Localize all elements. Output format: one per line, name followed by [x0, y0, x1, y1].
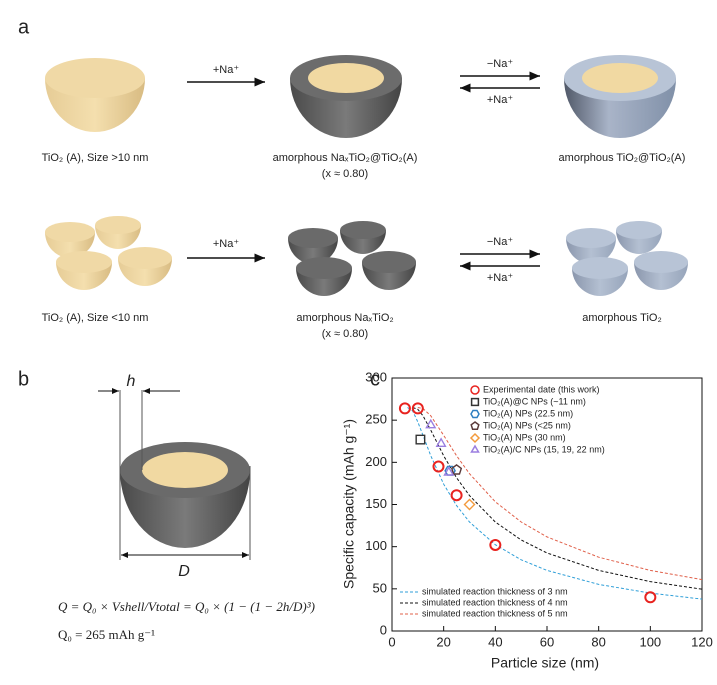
y-tick-label: 100: [365, 538, 387, 553]
legend-label: TiO₂(A) NPs (22.5 nm): [483, 408, 573, 418]
x-tick-label: 20: [436, 634, 450, 649]
point: [644, 591, 657, 604]
legend-marker: [469, 432, 481, 444]
point: [450, 489, 463, 502]
y-tick-label: 0: [380, 622, 387, 637]
legend-label: TiO₂(A) NPs (<25 nm): [483, 420, 571, 430]
arrow-label: +Na⁺: [213, 64, 239, 76]
x-tick-label: 100: [639, 634, 661, 649]
caption: (x ≈ 0.80): [322, 168, 368, 180]
point: [411, 402, 424, 415]
legend-marker: [470, 409, 480, 419]
legend-marker: [470, 385, 480, 395]
y-tick-label: 50: [373, 580, 387, 595]
caption: amorphous TiO₂@TiO₂(A): [559, 152, 686, 164]
arrow-label: −Na⁺: [487, 236, 513, 248]
curve: [407, 407, 703, 600]
nanoparticles: [566, 221, 688, 296]
point: [415, 434, 426, 445]
formula: Q = Q₀ × Vshell/Vtotal = Q₀ × (1 − (1 − …: [58, 599, 315, 614]
point: [450, 464, 463, 475]
point: [443, 466, 455, 476]
arrow-label: +Na⁺: [487, 272, 513, 284]
y-tick-label: 150: [365, 496, 387, 511]
caption: (x ≈ 0.80): [322, 328, 368, 340]
legend-marker: [470, 444, 480, 453]
x-tick-label: 40: [488, 634, 502, 649]
d-label: D: [178, 563, 190, 580]
point: [489, 538, 502, 551]
hemisphere-core-shell: [290, 55, 402, 138]
caption: amorphous TiO₂: [582, 312, 661, 324]
nanoparticles: [45, 216, 172, 290]
hemisphere-schematic: [98, 388, 251, 560]
arrow-label: −Na⁺: [487, 58, 513, 70]
legend-label: simulated reaction thickness of 4 nm: [422, 597, 568, 607]
legend-marker: [470, 397, 480, 407]
x-tick-label: 120: [691, 634, 713, 649]
caption: TiO₂ (A), Size <10 nm: [42, 312, 149, 324]
x-tick-label: 0: [388, 634, 395, 649]
curve: [417, 407, 703, 581]
legend-label: Experimental date (this work): [483, 384, 600, 394]
x-tick-label: 60: [540, 634, 554, 649]
point: [435, 437, 447, 447]
x-tick-label: 80: [591, 634, 605, 649]
legend-label: TiO₂(A)@C NPs (~11 nm): [483, 396, 586, 406]
caption: TiO₂ (A), Size >10 nm: [42, 152, 149, 164]
caption: amorphous NaₓTiO₂@TiO₂(A): [273, 152, 418, 164]
nanoparticles: [288, 221, 416, 296]
y-tick-label: 300: [365, 369, 387, 384]
caption: amorphous NaₓTiO₂: [296, 312, 393, 324]
point: [398, 402, 411, 415]
panel-label: b: [18, 368, 29, 390]
y-tick-label: 250: [365, 412, 387, 427]
legend-label: TiO₂(A)/C NPs (15, 19, 22 nm): [483, 444, 605, 454]
x-axis-label: Particle size (nm): [491, 655, 599, 671]
hemisphere-core-shell: [564, 55, 676, 138]
arrow-label: +Na⁺: [213, 238, 239, 250]
legend-marker: [470, 421, 480, 430]
point: [432, 460, 445, 473]
h-label: h: [127, 373, 136, 390]
hemisphere: [45, 58, 145, 132]
curve: [412, 407, 703, 590]
arrow-label: +Na⁺: [487, 94, 513, 106]
y-axis-label: Specific capacity (mAh g⁻¹): [341, 419, 357, 589]
panel-label: c: [370, 368, 380, 390]
panel-label: a: [18, 16, 30, 38]
point: [463, 498, 476, 511]
legend-label: simulated reaction thickness of 3 nm: [422, 586, 568, 596]
legend-label: TiO₂(A) NPs (30 nm): [483, 432, 566, 442]
formula: Q₀ = 265 mAh g⁻¹: [58, 627, 155, 642]
y-tick-label: 200: [365, 454, 387, 469]
legend-label: simulated reaction thickness of 5 nm: [422, 608, 568, 618]
point: [425, 418, 437, 429]
